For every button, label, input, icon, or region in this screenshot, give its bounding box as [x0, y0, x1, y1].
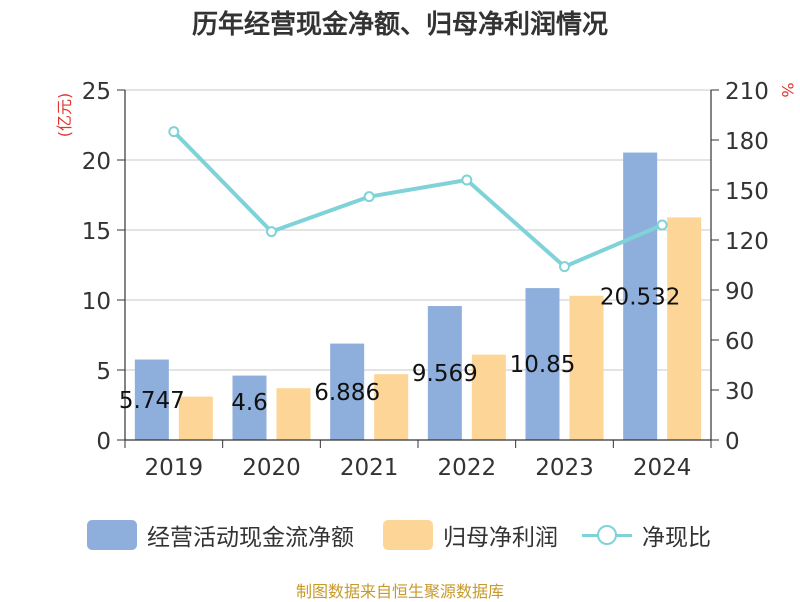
bar-cashflow: [427, 306, 462, 440]
right-tick-label: 0: [725, 429, 740, 455]
legend-line-icon-cash-ratio: [582, 520, 632, 550]
left-tick-label: 15: [82, 219, 111, 245]
point-cash-ratio: [266, 226, 277, 238]
bar-cashflow: [134, 359, 169, 440]
data-label-cashflow: 4.6: [231, 390, 268, 416]
right-tick-label: 120: [725, 229, 769, 255]
right-tick-label: 60: [725, 329, 754, 355]
bar-net-profit: [569, 295, 604, 440]
right-tick-label: 180: [725, 129, 769, 155]
legend-item-cashflow[interactable]: 经营活动现金流净额: [87, 515, 354, 555]
left-tick-label: 20: [82, 149, 111, 175]
x-tick-label: 2019: [145, 455, 204, 481]
bar-net-profit: [374, 374, 409, 440]
line-cash-ratio: [172, 130, 663, 269]
left-tick-label: 5: [96, 359, 111, 385]
bar-net-profit: [667, 217, 702, 440]
bar-cashflow: [330, 343, 365, 440]
right-tick-label: 210: [725, 79, 769, 105]
x-tick-label: 2020: [242, 455, 301, 481]
legend-swatch-net-profit: [383, 520, 433, 550]
bar-net-profit: [178, 396, 213, 440]
legend-item-net-profit[interactable]: 归母净利润: [383, 515, 558, 555]
data-label-cashflow: 9.569: [412, 361, 478, 387]
left-axis-unit: (亿元): [55, 93, 74, 138]
legend-label-cashflow: 经营活动现金流净额: [147, 525, 354, 551]
x-tick-label: 2023: [535, 455, 594, 481]
left-tick-label: 0: [96, 429, 111, 455]
right-axis-unit: %: [778, 82, 797, 97]
x-tick-label: 2021: [340, 455, 399, 481]
left-tick-label: 25: [82, 79, 111, 105]
right-tick-label: 90: [725, 279, 754, 305]
chart-title: 历年经营现金净额、归母净利润情况: [191, 10, 608, 40]
legend-swatch-cashflow: [87, 520, 137, 550]
bar-net-profit: [276, 388, 311, 440]
point-cash-ratio: [461, 174, 473, 186]
legend: 经营活动现金流净额 归母净利润 净现比: [0, 515, 800, 555]
point-cash-ratio: [363, 191, 375, 203]
legend-label-net-profit: 归母净利润: [443, 525, 558, 551]
legend-label-cash-ratio: 净现比: [642, 525, 711, 551]
data-label-cashflow: 20.532: [600, 284, 680, 310]
bar-net-profit: [471, 354, 506, 440]
x-tick-label: 2024: [633, 455, 692, 481]
left-tick-label: 10: [82, 289, 111, 315]
point-cash-ratio: [559, 261, 570, 273]
source-note: 制图数据来自恒生聚源数据库: [295, 582, 504, 601]
data-label-cashflow: 10.85: [510, 352, 576, 378]
data-label-cashflow: 5.747: [119, 388, 185, 414]
data-label-cashflow: 6.886: [314, 380, 380, 406]
right-tick-label: 150: [725, 179, 769, 205]
bar-cashflow: [232, 375, 267, 440]
x-tick-label: 2022: [438, 455, 497, 481]
legend-item-cash-ratio[interactable]: 净现比: [582, 515, 711, 555]
bar-cashflow: [623, 152, 658, 440]
bar-cashflow: [525, 288, 560, 440]
right-tick-label: 30: [725, 379, 754, 405]
point-cash-ratio: [656, 219, 668, 231]
point-cash-ratio: [168, 126, 180, 138]
